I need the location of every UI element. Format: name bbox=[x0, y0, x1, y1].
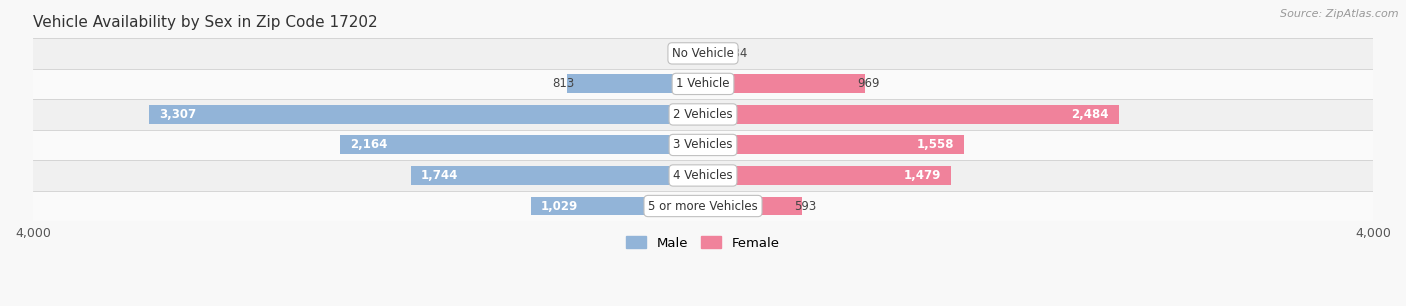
Text: 184: 184 bbox=[725, 47, 748, 60]
Bar bbox=[703, 136, 965, 155]
Text: 3,307: 3,307 bbox=[159, 108, 197, 121]
Text: 1,479: 1,479 bbox=[903, 169, 941, 182]
Text: 68: 68 bbox=[685, 47, 700, 60]
Text: 1,029: 1,029 bbox=[541, 200, 578, 212]
Bar bbox=[703, 74, 865, 93]
Text: Vehicle Availability by Sex in Zip Code 17202: Vehicle Availability by Sex in Zip Code … bbox=[32, 15, 378, 30]
Bar bbox=[692, 44, 703, 63]
Bar bbox=[32, 69, 1374, 99]
Text: 593: 593 bbox=[794, 200, 817, 212]
Text: 5 or more Vehicles: 5 or more Vehicles bbox=[648, 200, 758, 212]
Bar bbox=[340, 136, 703, 155]
Bar bbox=[567, 74, 703, 93]
Text: 1,558: 1,558 bbox=[917, 138, 953, 151]
Bar bbox=[32, 191, 1374, 221]
Bar bbox=[703, 196, 803, 215]
Bar bbox=[32, 99, 1374, 130]
Text: 1,744: 1,744 bbox=[420, 169, 458, 182]
Bar bbox=[32, 38, 1374, 69]
Text: 969: 969 bbox=[858, 77, 880, 90]
Text: 1 Vehicle: 1 Vehicle bbox=[676, 77, 730, 90]
Text: 2 Vehicles: 2 Vehicles bbox=[673, 108, 733, 121]
Bar bbox=[703, 166, 950, 185]
Text: 2,164: 2,164 bbox=[350, 138, 388, 151]
Bar bbox=[149, 105, 703, 124]
Text: 813: 813 bbox=[553, 77, 575, 90]
Text: 4 Vehicles: 4 Vehicles bbox=[673, 169, 733, 182]
Bar bbox=[32, 130, 1374, 160]
Bar bbox=[411, 166, 703, 185]
Bar bbox=[703, 44, 734, 63]
Text: No Vehicle: No Vehicle bbox=[672, 47, 734, 60]
Text: 2,484: 2,484 bbox=[1071, 108, 1109, 121]
Text: Source: ZipAtlas.com: Source: ZipAtlas.com bbox=[1281, 9, 1399, 19]
Legend: Male, Female: Male, Female bbox=[621, 231, 785, 255]
Bar bbox=[703, 105, 1119, 124]
Bar bbox=[32, 160, 1374, 191]
Text: 3 Vehicles: 3 Vehicles bbox=[673, 138, 733, 151]
Bar bbox=[530, 196, 703, 215]
